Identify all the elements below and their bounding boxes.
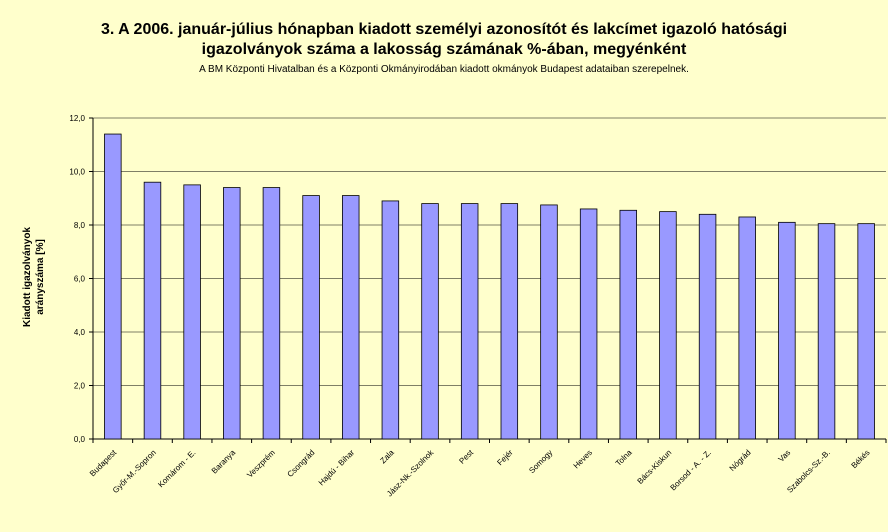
bar-1 — [104, 133, 122, 440]
bar-8 — [381, 200, 400, 440]
bar-14 — [619, 209, 638, 440]
x-tick-label: Tolna — [614, 448, 634, 468]
x-tick-label: Fejér — [495, 448, 514, 467]
x-tick-label: Borsod - A. - Z. — [669, 448, 713, 492]
x-tick-label: Nógrád — [728, 448, 753, 473]
x-tick-label: Szabolcs-Sz.-B. — [785, 448, 832, 495]
bar-20 — [857, 223, 875, 440]
bar-3 — [183, 184, 201, 440]
bar-16 — [698, 213, 717, 440]
bar-18 — [778, 221, 796, 440]
y-tick-label: 8,0 — [74, 221, 86, 230]
bar-4 — [223, 187, 241, 440]
x-tick-label: Zala — [378, 448, 396, 466]
bar-6 — [302, 195, 320, 440]
y-tick-label: 6,0 — [74, 275, 86, 284]
bar-19 — [817, 223, 836, 440]
y-tick-label: 10,0 — [69, 168, 85, 177]
bar-2 — [143, 181, 162, 440]
chart-title-line-1: 3. A 2006. január-július hónapban kiadot… — [100, 21, 788, 38]
x-tick-label: Veszprém — [245, 448, 277, 480]
x-tick-label: Győr-M.-Sopron — [111, 448, 158, 495]
bar-13 — [579, 208, 598, 440]
bar-5 — [262, 187, 281, 440]
y-tick-label: 12,0 — [69, 114, 85, 123]
bar-15 — [659, 211, 677, 440]
y-tick-label: 2,0 — [74, 382, 86, 391]
y-tick-label: 0,0 — [74, 435, 86, 444]
chart-subtitle: A BM Központi Hivatalban és a Központi O… — [199, 64, 689, 75]
x-tick-label: Komárom - E. — [156, 448, 197, 489]
chart-title-line-2: igazolványok száma a lakosság számának %… — [201, 41, 687, 58]
bar-10 — [460, 203, 479, 440]
y-tick-label: 4,0 — [74, 328, 86, 337]
bar-11 — [500, 203, 519, 440]
x-tick-label: Heves — [572, 448, 594, 470]
bar-7 — [341, 195, 360, 440]
bar-9 — [421, 203, 439, 440]
x-tick-label: Hajdú - Bihar — [317, 448, 357, 488]
x-tick-label: Bács-Kiskun — [636, 448, 674, 486]
bar-17 — [738, 216, 756, 440]
x-tick-label: Csongrád — [286, 448, 317, 479]
bar-12 — [540, 204, 558, 440]
x-tick-label: Vas — [777, 448, 793, 464]
x-tick-label: Békés — [850, 448, 872, 470]
x-tick-label: Budapest — [88, 448, 119, 479]
x-tick-label: Baranya — [210, 448, 238, 476]
x-tick-label: Pest — [457, 448, 475, 466]
x-tick-label: Somogy — [527, 448, 554, 475]
